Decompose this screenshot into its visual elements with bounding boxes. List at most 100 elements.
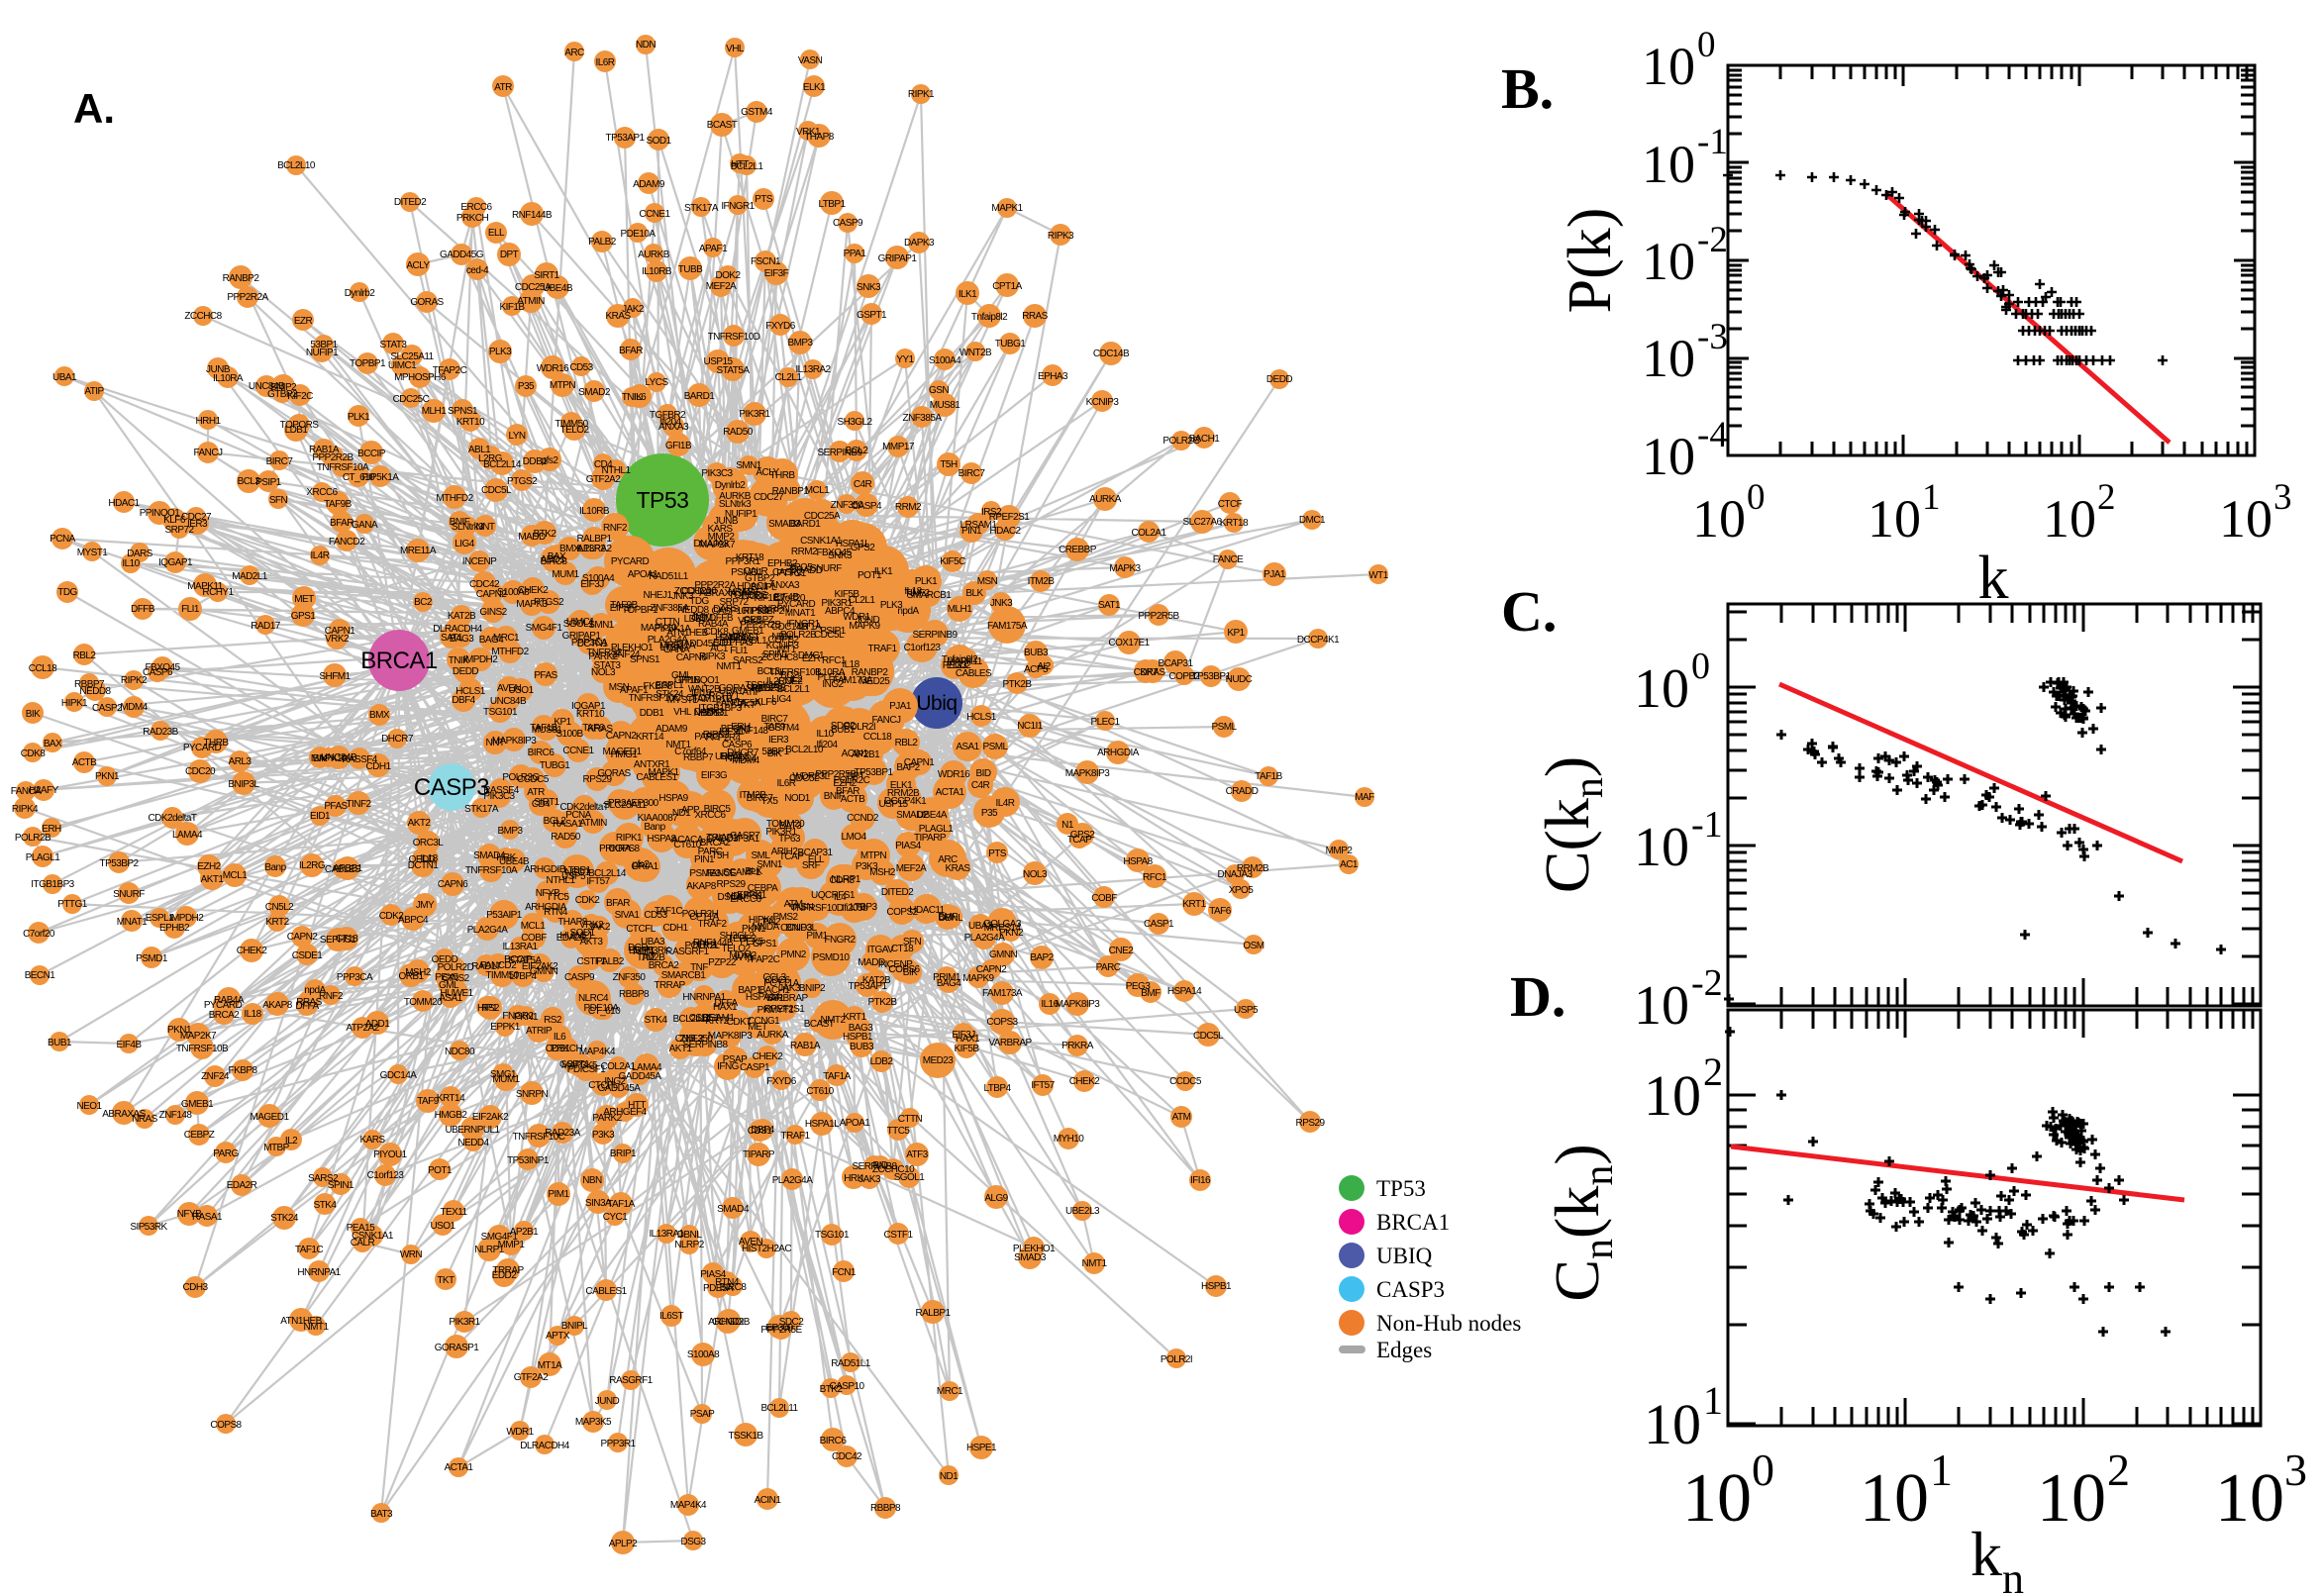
svg-text:SIP53RK: SIP53RK <box>633 946 670 956</box>
svg-text:SMAD4: SMAD4 <box>473 850 506 861</box>
svg-text:BIRC8: BIRC8 <box>720 1282 748 1293</box>
svg-text:PRKRA: PRKRA <box>1061 1041 1094 1051</box>
svg-text:PLA2G4A: PLA2G4A <box>467 925 509 936</box>
svg-text:PSAP: PSAP <box>723 1054 748 1065</box>
svg-text:WT1: WT1 <box>734 952 754 963</box>
svg-text:BACH1: BACH1 <box>759 985 791 996</box>
svg-text:AI2: AI2 <box>1037 661 1051 672</box>
svg-text:BCAP31: BCAP31 <box>797 848 833 858</box>
svg-text:PLAGL1: PLAGL1 <box>919 824 954 835</box>
svg-text:MRC1: MRC1 <box>493 633 520 644</box>
svg-text:VHL: VHL <box>726 44 745 54</box>
svg-text:MPHOSPH6: MPHOSPH6 <box>394 372 447 383</box>
svg-text:APBB1: APBB1 <box>333 863 362 874</box>
svg-text:PPP2R5B: PPP2R5B <box>1138 611 1179 622</box>
svg-text:HSPA14: HSPA14 <box>1167 986 1202 997</box>
svg-text:USP5: USP5 <box>1234 1005 1259 1016</box>
svg-text:BRIP1: BRIP1 <box>629 946 656 956</box>
svg-text:TIMM50: TIMM50 <box>485 970 519 981</box>
svg-text:B.: B. <box>1501 56 1554 121</box>
svg-text:BCCIP: BCCIP <box>357 449 386 459</box>
svg-text:10: 10 <box>2037 1460 2106 1537</box>
svg-text:NOL3: NOL3 <box>1023 869 1048 880</box>
svg-text:SMAD2: SMAD2 <box>578 387 611 398</box>
svg-text:AKT2: AKT2 <box>408 818 432 829</box>
svg-text:THRB: THRB <box>769 470 795 481</box>
svg-text:T5H: T5H <box>940 459 958 470</box>
svg-text:RALBP1: RALBP1 <box>576 534 612 545</box>
svg-text:LTBP1: LTBP1 <box>563 865 591 876</box>
svg-text:TAF1A: TAF1A <box>823 1071 852 1082</box>
svg-text:CDK7: CDK7 <box>1134 667 1159 678</box>
svg-text:RIPK1: RIPK1 <box>616 833 643 844</box>
svg-text:BRCA1: BRCA1 <box>1376 1210 1450 1235</box>
svg-text:SIRT1: SIRT1 <box>534 270 559 281</box>
svg-text:10: 10 <box>2219 489 2272 549</box>
svg-text:RRM2B: RRM2B <box>887 788 920 799</box>
svg-text:HDAC1: HDAC1 <box>108 498 140 509</box>
svg-text:ZCCHC10: ZCCHC10 <box>674 586 717 597</box>
svg-text:GORASP1: GORASP1 <box>435 1343 479 1353</box>
svg-text:MAPK11: MAPK11 <box>947 656 982 667</box>
svg-text:GML: GML <box>671 670 692 681</box>
svg-text:EIF2AK2: EIF2AK2 <box>472 1112 509 1123</box>
svg-text:SPIN1: SPIN1 <box>762 649 789 660</box>
svg-text:CT18: CT18 <box>336 934 358 945</box>
svg-text:AKT1: AKT1 <box>201 874 225 885</box>
svg-text:FBXO45: FBXO45 <box>145 662 180 673</box>
svg-text:C7orf20: C7orf20 <box>23 929 55 940</box>
svg-text:CDC6: CDC6 <box>764 975 790 986</box>
svg-text:UBA1: UBA1 <box>52 372 77 383</box>
svg-text:DCTN1: DCTN1 <box>408 860 440 871</box>
svg-text:FAM101B: FAM101B <box>692 694 733 705</box>
svg-text:CSTF1: CSTF1 <box>577 956 607 967</box>
svg-text:VARBRAP: VARBRAP <box>764 993 808 1004</box>
svg-text:PARK2: PARK2 <box>588 651 618 662</box>
svg-text:POLR2G: POLR2G <box>502 772 540 783</box>
svg-text:XRCC6: XRCC6 <box>306 487 338 498</box>
svg-text:EIF4B: EIF4B <box>116 1040 142 1050</box>
svg-text:ATF3: ATF3 <box>906 1149 928 1160</box>
svg-text:BAG4: BAG4 <box>937 978 961 989</box>
svg-text:APTX: APTX <box>546 1331 570 1342</box>
svg-text:DDB1: DDB1 <box>640 708 664 719</box>
svg-text:FANCA: FANCA <box>716 698 747 709</box>
svg-text:MNDA: MNDA <box>752 922 779 933</box>
svg-text:CASP6: CASP6 <box>143 667 173 678</box>
svg-text:TUBG1: TUBG1 <box>995 339 1027 349</box>
svg-text:KRAS: KRAS <box>1140 667 1165 678</box>
svg-text:PKN1: PKN1 <box>167 1025 192 1036</box>
svg-text:JUND: JUND <box>856 615 880 626</box>
svg-text:LYN: LYN <box>508 431 525 442</box>
svg-text:AKAP8: AKAP8 <box>686 881 716 892</box>
svg-text:SFN: SFN <box>903 937 922 948</box>
svg-text:MAPK9: MAPK9 <box>849 621 880 632</box>
svg-text:ZNF24: ZNF24 <box>612 649 641 660</box>
svg-text:BAG4: BAG4 <box>479 635 504 646</box>
svg-text:PARK2: PARK2 <box>592 1113 622 1124</box>
svg-text:A.: A. <box>73 85 115 132</box>
svg-text:Non-Hub nodes: Non-Hub nodes <box>1376 1311 1521 1336</box>
svg-text:CDK2deltaT: CDK2deltaT <box>560 802 609 813</box>
svg-text:BC2: BC2 <box>780 670 799 681</box>
svg-text:NUFIP1: NUFIP1 <box>306 348 339 358</box>
svg-text:APLP2: APLP2 <box>609 1539 638 1549</box>
svg-text:ERCC6: ERCC6 <box>730 894 761 905</box>
svg-text:npdA: npdA <box>897 606 919 617</box>
svg-text:ERH: ERH <box>731 722 751 733</box>
svg-text:MUM1: MUM1 <box>492 1074 520 1085</box>
svg-text:RRM2B: RRM2B <box>1237 863 1269 874</box>
svg-text:PMN2: PMN2 <box>780 949 807 960</box>
svg-text:CSNK1A1: CSNK1A1 <box>352 1231 394 1242</box>
svg-text:ADAM9: ADAM9 <box>656 724 688 735</box>
svg-text:PPP3R1: PPP3R1 <box>725 556 760 567</box>
svg-text:CDH1: CDH1 <box>662 923 688 934</box>
svg-text:USP15: USP15 <box>879 799 909 810</box>
svg-text:MUS81: MUS81 <box>930 400 961 411</box>
svg-text:GMNN: GMNN <box>989 949 1018 960</box>
svg-text:TOMM20: TOMM20 <box>404 997 443 1008</box>
svg-text:KIAA0087: KIAA0087 <box>638 813 679 824</box>
svg-text:KCNIP3: KCNIP3 <box>766 641 800 651</box>
svg-text:TRIAP1: TRIAP1 <box>706 833 739 844</box>
svg-text:PARC: PARC <box>1096 962 1121 973</box>
